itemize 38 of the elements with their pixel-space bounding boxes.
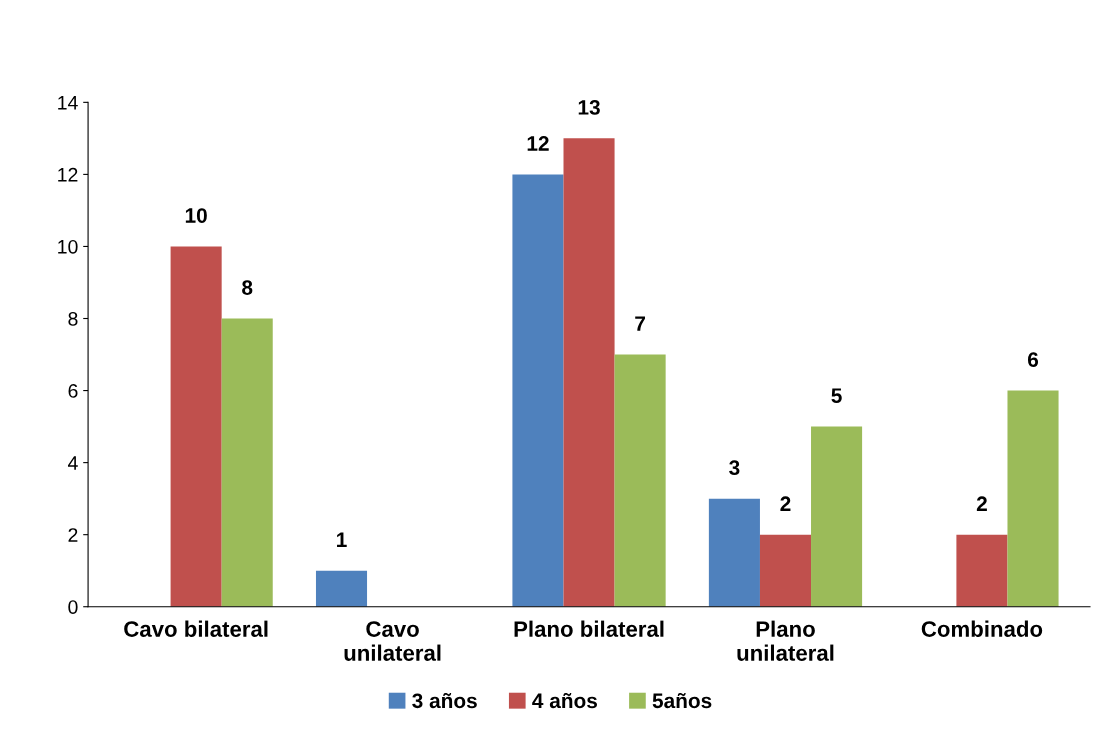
- y-tick-label: 2: [68, 528, 78, 542]
- y-tick-label: 10: [58, 239, 78, 254]
- data-label: 6: [1027, 352, 1039, 367]
- data-label: 10: [185, 208, 207, 223]
- x-tick-label: Plano unilateral: [737, 620, 834, 661]
- data-label: 2: [976, 496, 987, 511]
- bar: [708, 498, 760, 607]
- data-label: 3: [729, 460, 740, 476]
- data-label: 5: [831, 388, 842, 404]
- data-label: 12: [527, 136, 549, 151]
- data-label: 2: [780, 496, 791, 511]
- bar: [1007, 390, 1059, 607]
- bar: [512, 174, 564, 607]
- bar: [315, 570, 368, 607]
- bar: [759, 534, 812, 607]
- bar: [956, 534, 1008, 607]
- data-label: 8: [242, 280, 253, 295]
- data-label: 7: [635, 316, 645, 331]
- y-tick-label: 6: [68, 384, 78, 398]
- bar: [221, 318, 273, 607]
- legend-label: 3 años: [412, 692, 477, 709]
- y-tick-label: 14: [58, 96, 78, 110]
- data-label: 1: [337, 532, 347, 547]
- legend-label: 5años: [652, 692, 712, 709]
- y-tick-label: 0: [68, 600, 78, 614]
- bar: [811, 426, 863, 607]
- bar: [614, 354, 666, 607]
- x-tick-label: Cavo unilateral: [344, 621, 441, 661]
- data-label: 13: [578, 100, 600, 115]
- x-tick-label: Plano bilateral: [514, 620, 664, 637]
- legend-label: 4 años: [532, 692, 597, 709]
- x-tick-label: Cavo bilateral: [124, 620, 268, 637]
- bar: [563, 138, 615, 607]
- y-tick-label: 12: [58, 167, 78, 182]
- y-tick-label: 8: [68, 311, 78, 326]
- bar: [170, 246, 222, 607]
- x-tick-label: Combinado: [921, 620, 1043, 637]
- y-tick-label: 4: [67, 456, 78, 470]
